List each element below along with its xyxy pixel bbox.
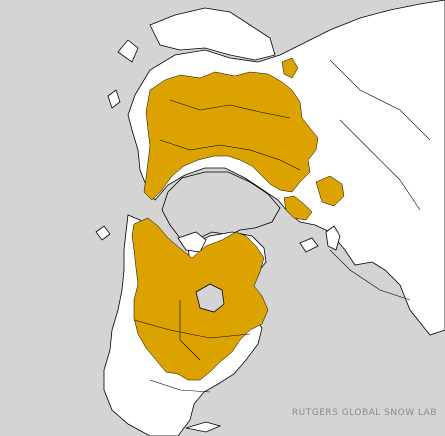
credit-label: RUTGERS GLOBAL SNOW LAB	[291, 408, 437, 418]
landmass-northeast-asia	[149, 7, 276, 61]
islands-canadian-arctic	[177, 231, 207, 253]
border-line	[133, 319, 251, 339]
snow-cover-siberia-east	[281, 57, 299, 79]
island-iceland	[299, 237, 319, 253]
border-line	[179, 300, 201, 361]
hudson-bay-open	[195, 283, 225, 313]
border-line	[159, 139, 301, 171]
island-britain	[325, 225, 341, 251]
arctic-ocean	[161, 171, 281, 241]
island-japan	[117, 39, 139, 63]
border-line	[149, 379, 211, 393]
island-cuba	[185, 421, 222, 433]
country-borders	[133, 59, 431, 393]
border-line	[339, 119, 421, 211]
snow-cover-central-asia	[315, 175, 345, 207]
border-line	[329, 249, 411, 301]
island-aleutian	[95, 225, 111, 241]
border-line	[329, 59, 431, 141]
island-kuril	[107, 89, 121, 109]
border-line	[169, 99, 291, 119]
snow-cover-scandinavia	[283, 195, 313, 221]
snow-cover-siberia	[143, 71, 319, 201]
